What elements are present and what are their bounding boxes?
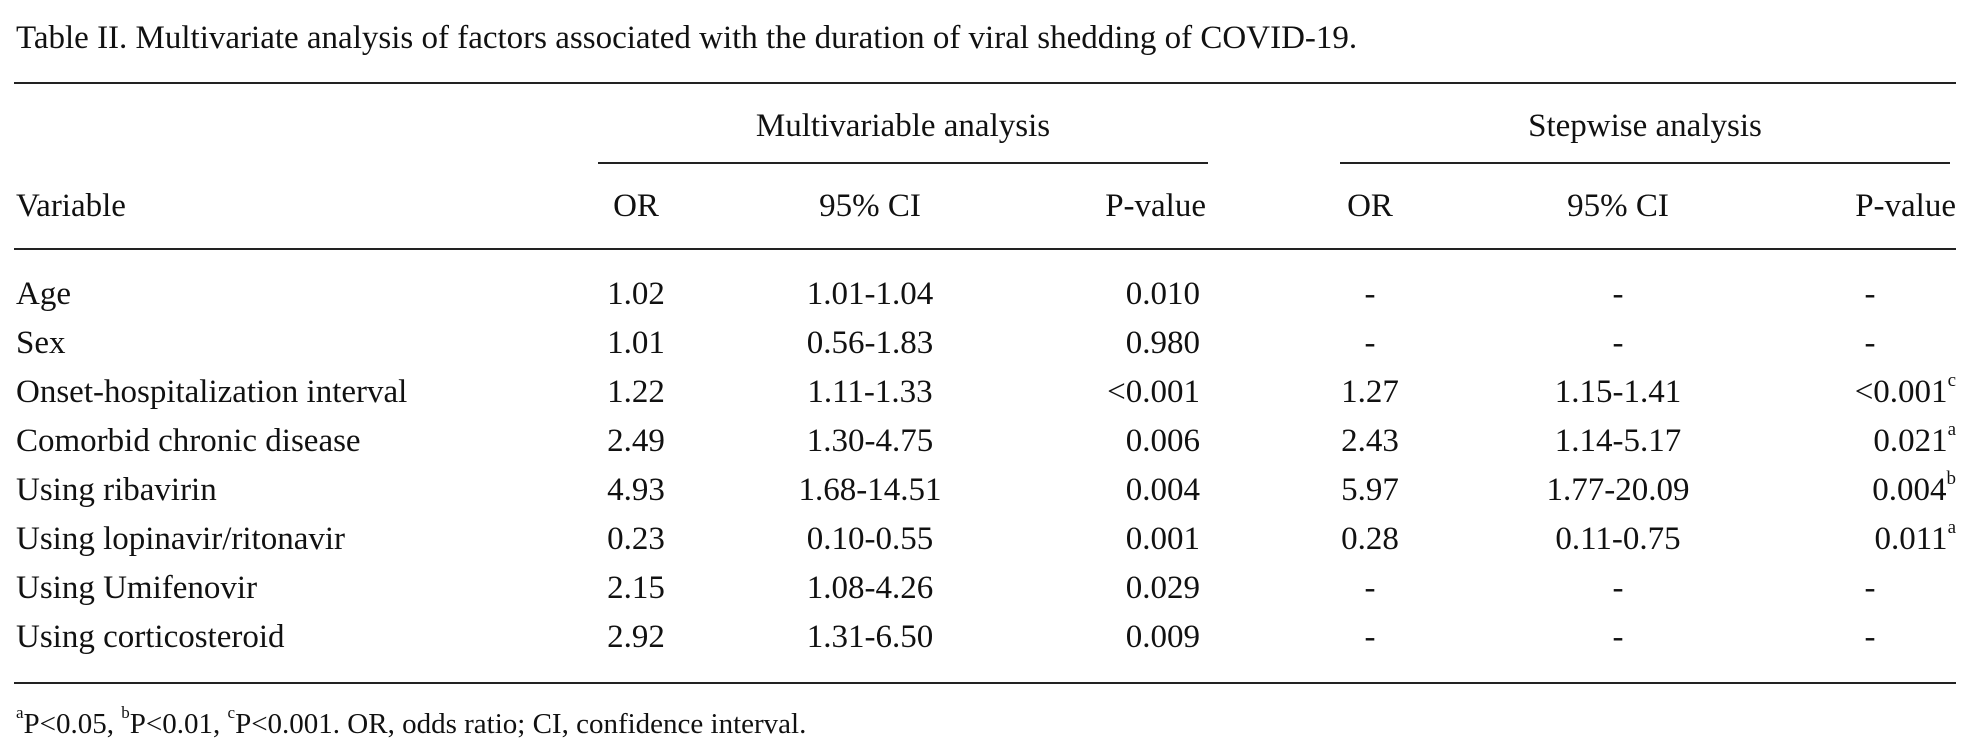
row-corticosteroid-mv-or: 2.92 [607,619,665,655]
bottom-rule [14,682,1956,684]
row-sex-sw-ci: - [1612,325,1624,361]
row-ribavirin-mv-or: 4.93 [607,472,665,508]
row-age-sw-ci: - [1612,276,1624,312]
row-lopinavir-sw-ci: 0.11-0.75 [1555,521,1681,557]
header-mv-ci: 95% CI [819,188,921,224]
row-lopinavir-sw-p-sup: a [1947,517,1956,538]
row-ribavirin-sw-p-sup: b [1946,468,1957,489]
row-umifenovir-variable: Using Umifenovir [16,570,258,606]
row-comorbid-mv-ci: 1.30-4.75 [806,423,934,459]
top-rule [14,82,1956,84]
row-lopinavir-variable: Using lopinavir/ritonavir [16,521,346,557]
row-sex-variable: Sex [16,325,66,361]
footnote-sup-c: c [227,703,236,723]
table-footnote: aP<0.05, bP<0.01, cP<0.001. OR, odds rat… [16,703,807,742]
footnote-sup-a: a [16,703,24,723]
row-sex-sw-p: - [1864,325,1876,361]
row-comorbid-mv-or: 2.49 [607,423,665,459]
row-age-sw-p: - [1864,276,1876,312]
row-ribavirin-sw-ci: 1.77-20.09 [1546,472,1690,508]
row-ribavirin-sw-or: 5.97 [1341,472,1399,508]
header-rule [14,248,1956,250]
row-lopinavir-mv-ci: 0.10-0.55 [806,521,934,557]
row-comorbid-sw-p-sup: a [1947,419,1956,440]
row-comorbid-mv-p: 0.006 [1125,423,1200,459]
row-sex-mv-p: 0.980 [1125,325,1200,361]
row-lopinavir-sw-p: 0.011a [1874,517,1956,557]
row-age-mv-p: 0.010 [1125,276,1200,312]
header-variable: Variable [16,188,126,224]
header-mv-p: P-value [1105,188,1206,224]
row-onset-mv-p: <0.001 [1107,374,1200,410]
footnote-text-b: P<0.01, [129,708,228,740]
row-age-mv-or: 1.02 [607,276,665,312]
row-lopinavir-sw-or: 0.28 [1341,521,1399,557]
row-onset-sw-p: <0.001c [1854,370,1956,410]
row-age-mv-ci: 1.01-1.04 [806,276,934,312]
row-comorbid-variable: Comorbid chronic disease [16,423,361,459]
row-comorbid-sw-or: 2.43 [1341,423,1399,459]
stepwise-group-rule [1340,162,1950,164]
multivariable-group-rule [598,162,1208,164]
header-sw-or: OR [1347,188,1393,224]
header-sw-ci: 95% CI [1567,188,1669,224]
row-corticosteroid-sw-p: - [1864,619,1876,655]
row-age-variable: Age [16,276,71,312]
group-header-stepwise: Stepwise analysis [1528,108,1762,144]
row-onset-mv-or: 1.22 [607,374,665,410]
row-onset-mv-ci: 1.11-1.33 [807,374,933,410]
row-sex-mv-ci: 0.56-1.83 [806,325,934,361]
row-ribavirin-mv-p: 0.004 [1125,472,1200,508]
row-onset-sw-p-sup: c [1947,370,1956,391]
row-corticosteroid-sw-or: - [1364,619,1376,655]
row-age-sw-or: - [1364,276,1376,312]
header-mv-or: OR [613,188,659,224]
row-comorbid-sw-p: 0.021a [1873,419,1956,459]
row-corticosteroid-mv-p: 0.009 [1125,619,1200,655]
row-ribavirin-mv-ci: 1.68-14.51 [798,472,942,508]
footnote-sup-b: b [121,703,130,723]
group-header-multivariable: Multivariable analysis [755,108,1051,144]
row-ribavirin-sw-p: 0.004b [1872,468,1957,508]
row-sex-mv-or: 1.01 [607,325,665,361]
row-umifenovir-mv-p: 0.029 [1125,570,1200,606]
row-comorbid-sw-ci: 1.14-5.17 [1554,423,1682,459]
row-ribavirin-variable: Using ribavirin [16,472,217,508]
row-onset-sw-ci: 1.15-1.41 [1554,374,1682,410]
row-corticosteroid-mv-ci: 1.31-6.50 [806,619,934,655]
row-onset-variable: Onset-hospitalization interval [16,374,408,410]
header-sw-p: P-value [1855,188,1956,224]
row-umifenovir-mv-ci: 1.08-4.26 [806,570,934,606]
footnote-text-c: P<0.001. OR, odds ratio; CI, confidence … [235,708,807,740]
row-umifenovir-sw-or: - [1364,570,1376,606]
row-umifenovir-sw-ci: - [1612,570,1624,606]
row-corticosteroid-variable: Using corticosteroid [16,619,285,655]
row-corticosteroid-sw-ci: - [1612,619,1624,655]
row-lopinavir-mv-or: 0.23 [607,521,665,557]
row-umifenovir-mv-or: 2.15 [607,570,665,606]
table-caption: Table II. Multivariate analysis of facto… [16,20,1358,56]
footnote-text-a: P<0.05, [23,708,122,740]
row-sex-sw-or: - [1364,325,1376,361]
row-umifenovir-sw-p: - [1864,570,1876,606]
row-lopinavir-mv-p: 0.001 [1125,521,1200,557]
row-onset-sw-or: 1.27 [1341,374,1399,410]
